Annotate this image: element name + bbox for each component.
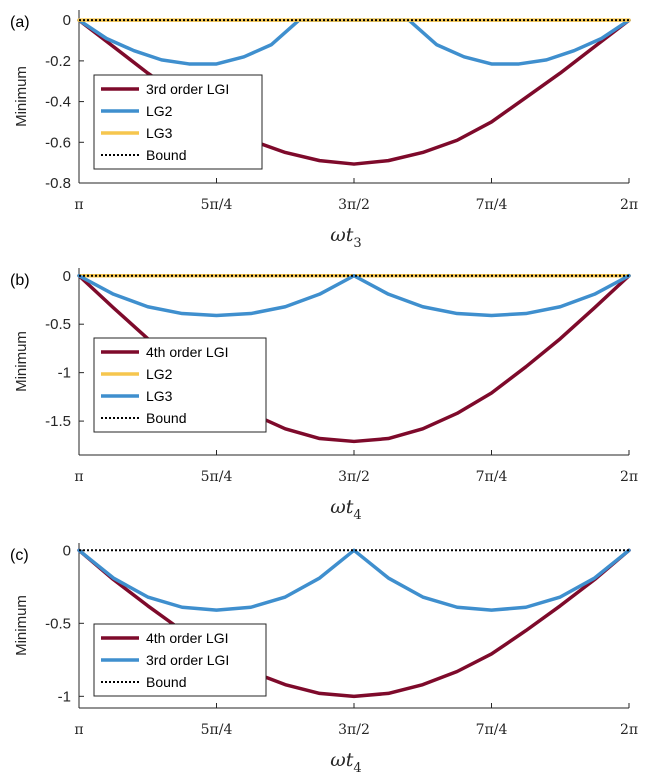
x-axis-label-main: ωt bbox=[330, 496, 353, 518]
y-axis-label: Minimum bbox=[13, 595, 30, 656]
x-tick-label: π bbox=[74, 469, 83, 485]
y-tick-label: -0.5 bbox=[45, 615, 71, 632]
x-axis-label-subscript: 4 bbox=[353, 508, 361, 523]
x-tick-label: 2π bbox=[620, 469, 638, 485]
legend-entry: LG3 bbox=[146, 125, 173, 141]
legend: 4th order LGI 3rd order LGI Bound bbox=[93, 623, 267, 697]
x-tick-label: 2π bbox=[620, 722, 638, 738]
panel-label: (a) bbox=[10, 14, 30, 31]
chart-panel-b: 0-0.5-1-1.5π 5π/4 3π/2 7π/4 2π(b)Minimumωt44… bbox=[10, 268, 638, 523]
y-tick-label: -1.5 bbox=[45, 413, 71, 430]
legend-entry: Bound bbox=[146, 147, 186, 163]
series-line-4th-order-lgi bbox=[77, 548, 631, 699]
panel-label: (c) bbox=[10, 547, 29, 564]
y-tick-label: -0.6 bbox=[45, 134, 71, 151]
y-tick-label: 0 bbox=[63, 268, 71, 285]
x-axis-label: ωt4 bbox=[330, 496, 361, 523]
x-axis-label-subscript: 4 bbox=[353, 761, 361, 776]
legend-entry: 4th order LGI bbox=[146, 344, 229, 360]
legend: 3rd order LGI LG2 LG3 Bound bbox=[93, 74, 263, 170]
y-tick-label: 0 bbox=[63, 12, 71, 29]
series-line-lg2 bbox=[77, 18, 631, 66]
panel-label: (b) bbox=[10, 272, 30, 289]
x-tick-label: π bbox=[74, 197, 83, 213]
x-tick-label: 2π bbox=[620, 197, 638, 213]
y-tick-label: -1 bbox=[58, 365, 71, 382]
chart-panel-c: 0 -0.5 -1 π 5π/4 3π/2 7π/4 2π (c) Minimum ωt4 4th o… bbox=[10, 542, 638, 776]
legend-entry: Bound bbox=[146, 410, 186, 426]
x-tick-label: 3π/2 bbox=[338, 469, 370, 485]
y-tick-label: 0 bbox=[63, 542, 71, 559]
legend-entry: LG2 bbox=[146, 103, 173, 119]
y-tick-label: -0.2 bbox=[45, 53, 71, 70]
y-tick-label: -0.8 bbox=[45, 175, 71, 192]
x-axis-label: ωt4 bbox=[330, 749, 361, 776]
y-tick-label: -0.4 bbox=[45, 94, 71, 111]
legend: 4th order LGI LG2 LG3 Bound bbox=[93, 337, 267, 433]
chart-panel-a: 0 -0.2 -0.4 -0.6 -0.8π 5π/4 3π/2 7π/4 2π (a) Minim… bbox=[10, 10, 638, 251]
x-tick-label: π bbox=[74, 722, 83, 738]
x-axis-label-subscript: 3 bbox=[353, 236, 361, 251]
legend-entry: LG3 bbox=[146, 388, 173, 404]
x-axis-label-main: ωt bbox=[330, 749, 353, 771]
x-tick-label: 3π/2 bbox=[338, 197, 370, 213]
y-tick-label: -0.5 bbox=[45, 316, 71, 333]
x-tick-label: 7π/4 bbox=[476, 722, 508, 738]
x-tick-label: 5π/4 bbox=[201, 469, 233, 485]
legend-box bbox=[93, 74, 263, 170]
y-axis-label: Minimum bbox=[13, 331, 30, 392]
legend-entry: LG2 bbox=[146, 366, 173, 382]
legend-entry: 4th order LGI bbox=[146, 630, 229, 646]
x-tick-label: 7π/4 bbox=[476, 197, 508, 213]
series-line-lg3 bbox=[77, 274, 631, 318]
y-tick-label: -1 bbox=[58, 688, 71, 705]
legend-entry: Bound bbox=[146, 674, 186, 690]
y-axis-label: Minimum bbox=[13, 66, 30, 127]
x-axis-label-main: ωt bbox=[330, 224, 353, 246]
x-tick-label: 5π/4 bbox=[201, 722, 233, 738]
x-tick-label: 3π/2 bbox=[338, 722, 370, 738]
series-line-3rd-order-lgi bbox=[77, 548, 631, 612]
x-tick-label: 5π/4 bbox=[201, 197, 233, 213]
legend-entry: 3rd order LGI bbox=[146, 652, 229, 668]
x-tick-label: 7π/4 bbox=[476, 469, 508, 485]
legend-entry: 3rd order LGI bbox=[146, 81, 229, 97]
x-axis-label: ωt3 bbox=[330, 224, 361, 251]
